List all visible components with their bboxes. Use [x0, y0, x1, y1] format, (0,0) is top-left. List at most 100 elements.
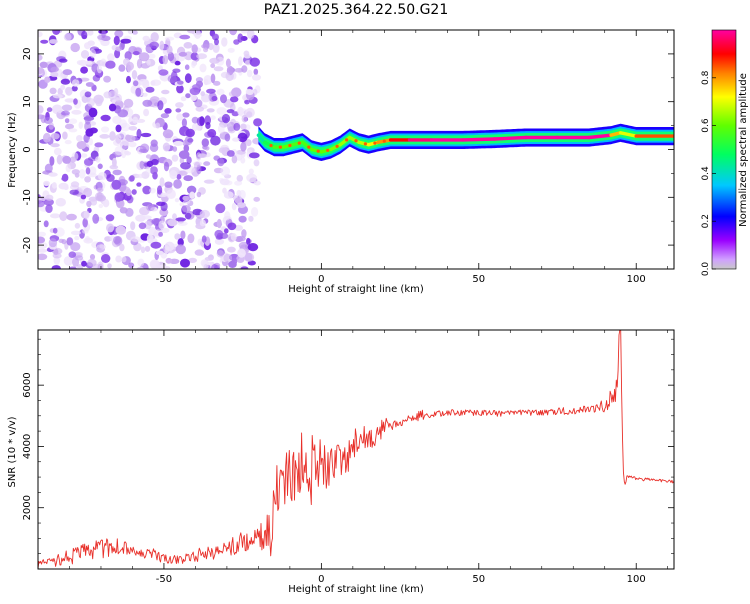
noise-blob	[243, 252, 255, 262]
noise-blob	[44, 163, 53, 173]
noise-blob	[61, 239, 67, 245]
noise-blob	[121, 256, 127, 263]
noise-blob	[48, 238, 58, 248]
noise-blob	[92, 213, 100, 224]
noise-blob	[69, 156, 77, 163]
noise-blob	[159, 40, 165, 51]
noise-blob	[102, 199, 110, 208]
noise-blob	[38, 31, 43, 38]
noise-blob	[183, 175, 193, 182]
noise-blob	[38, 231, 46, 237]
noise-blob	[253, 118, 263, 127]
noise-blob	[213, 66, 224, 72]
snr-plot-frame	[37, 329, 675, 570]
colorbar-tick-label: 0.8	[701, 70, 711, 85]
noise-blob	[115, 225, 127, 235]
noise-blob	[246, 89, 254, 96]
noise-blob	[145, 166, 151, 175]
noise-blob	[155, 122, 161, 129]
noise-blob	[166, 189, 176, 200]
noise-blob	[135, 118, 146, 123]
noise-blob	[216, 250, 224, 258]
noise-blob	[201, 138, 209, 148]
noise-blob	[59, 211, 68, 222]
noise-blob	[123, 98, 134, 108]
noise-blob	[76, 140, 87, 150]
signal-peak	[335, 144, 339, 148]
noise-blob	[105, 60, 116, 69]
noise-blob	[56, 56, 66, 62]
noise-blob	[69, 189, 79, 195]
noise-blob	[196, 152, 202, 161]
noise-blob	[129, 175, 135, 182]
noise-blob	[237, 132, 248, 143]
noise-blob	[161, 89, 170, 95]
noise-blob	[115, 124, 122, 133]
noise-blob	[132, 30, 138, 35]
noise-blob	[43, 220, 49, 228]
noise-blob	[196, 191, 202, 198]
noise-blob	[236, 174, 243, 182]
noise-blob	[149, 187, 156, 194]
signal-track-segment	[329, 142, 342, 152]
noise-blob	[146, 204, 155, 212]
noise-blob	[187, 233, 195, 244]
noise-blob	[65, 164, 72, 173]
noise-blob	[237, 248, 246, 258]
noise-blob	[238, 215, 247, 223]
colorbar-tick-label: 0.2	[701, 214, 711, 228]
signal-peak	[354, 139, 358, 143]
noise-blob	[234, 68, 244, 73]
noise-blob	[146, 59, 151, 66]
noise-blob	[50, 71, 59, 78]
noise-blob	[138, 148, 149, 153]
noise-blob	[237, 33, 244, 43]
noise-blob	[48, 172, 58, 177]
noise-blob	[178, 51, 188, 57]
noise-blob	[63, 256, 74, 266]
noise-blob	[231, 111, 239, 117]
noise-blob	[57, 87, 63, 96]
noise-blob	[49, 156, 55, 166]
noise-blob	[126, 61, 134, 71]
noise-blob	[212, 43, 220, 53]
noise-blob	[164, 108, 172, 114]
signal-band-inner	[258, 128, 674, 157]
noise-blob	[251, 74, 262, 81]
noise-blob	[135, 214, 146, 222]
noise-blob	[132, 116, 139, 124]
noise-blob	[184, 73, 192, 84]
signal-peak	[373, 141, 377, 145]
noise-blob	[145, 154, 152, 159]
colorbar-tick-label: 0.0	[701, 262, 711, 277]
noise-blob	[58, 182, 69, 190]
snr-y-label: SNR (10 * v/v)	[7, 416, 18, 487]
noise-blob	[194, 249, 204, 256]
noise-blob	[182, 199, 190, 205]
noise-blob	[95, 156, 101, 163]
noise-blob	[70, 181, 80, 188]
noise-blob	[178, 150, 190, 160]
noise-blob	[172, 146, 178, 152]
spectrogram-panel: -50 0 50 100 -20 -10 0 10 20 Height of straight…	[7, 29, 675, 295]
noise-blob	[231, 155, 238, 164]
noise-blob	[108, 103, 117, 112]
noise-blob	[139, 160, 145, 170]
noise-blob	[230, 232, 237, 241]
noise-blob	[216, 218, 222, 229]
noise-blob	[38, 236, 46, 244]
noise-blob	[186, 156, 192, 164]
noise-blob	[150, 241, 162, 249]
signal-peak	[278, 145, 282, 149]
signal-track-segment	[300, 140, 314, 152]
noise-blob	[84, 176, 91, 183]
noise-blob	[213, 80, 221, 86]
noise-blob	[114, 49, 121, 59]
noise-blob	[210, 115, 216, 120]
noise-blob	[136, 182, 142, 187]
noise-blob	[60, 84, 66, 90]
noise-blob	[52, 94, 63, 99]
noise-blob	[179, 34, 191, 40]
noise-blob	[218, 147, 229, 154]
chart-title: PAZ1.2025.364.22.50.G21	[264, 2, 449, 18]
